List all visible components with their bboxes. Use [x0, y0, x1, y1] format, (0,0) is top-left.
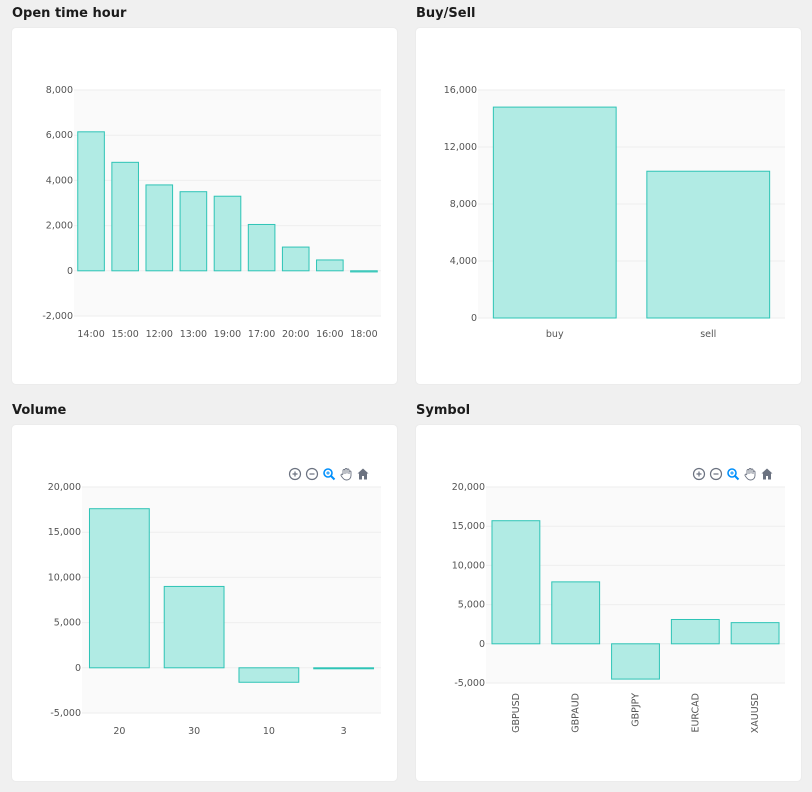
- y-tick-label: 5,000: [458, 600, 485, 611]
- bar-GBPAUD[interactable]: [551, 581, 601, 645]
- y-tick-label: 0: [479, 639, 485, 650]
- y-tick-label: 20,000: [48, 482, 81, 493]
- x-tick-label: 30: [188, 726, 200, 737]
- chart-title-symbol: Symbol: [416, 403, 471, 418]
- bar-EURCAD[interactable]: [670, 618, 720, 645]
- y-tick-label: 16,000: [444, 85, 477, 96]
- x-tick-label: 19:00: [214, 329, 241, 340]
- y-tick-label: 0: [67, 266, 73, 277]
- x-tick-label: EURCAD: [690, 693, 701, 733]
- volume-bar-chart: 20,000 15,000 10,000 5,000 0 -5,000 20 30 10 3: [48, 482, 381, 737]
- selection-zoom-icon[interactable]: [726, 467, 740, 481]
- y-tick-label: 15,000: [452, 521, 485, 532]
- bar-14:00[interactable]: [77, 131, 105, 272]
- x-tick-label: buy: [546, 329, 564, 340]
- chart-title-buy-sell: Buy/Sell: [416, 6, 476, 21]
- symbol-chart-toolbar: [692, 467, 774, 481]
- y-tick-label: 5,000: [54, 618, 81, 629]
- plot-area: 20,000 15,000 10,000 5,000 0 -5,000 20 30 10 3: [48, 482, 381, 737]
- zoom-in-icon[interactable]: [288, 467, 302, 481]
- y-tick-label: -5,000: [50, 708, 81, 719]
- x-tick-label: 15:00: [111, 329, 138, 340]
- bar-18:00[interactable]: [350, 270, 378, 273]
- y-tick-label: 20,000: [452, 482, 485, 493]
- y-tick-label: 0: [75, 663, 81, 674]
- zoom-out-icon[interactable]: [305, 467, 319, 481]
- x-tick-label: GBPJPY: [631, 693, 642, 727]
- volume-chart-toolbar: [288, 467, 370, 481]
- x-tick-label: 16:00: [316, 329, 343, 340]
- open-time-hour-bar-chart: 8,000 6,000 4,000 2,000 0 -2,000 14:00 15:00 12:…: [42, 85, 381, 340]
- y-tick-label: 10,000: [48, 572, 81, 583]
- bar-13:00[interactable]: [179, 191, 208, 272]
- x-tick-label: 13:00: [180, 329, 207, 340]
- plot-area: 20,000 15,000 10,000 5,000 0 -5,000 GBPUSD GBPA…: [452, 482, 785, 733]
- chart-title-open-time-hour: Open time hour: [12, 6, 127, 21]
- zoom-in-icon[interactable]: [692, 467, 706, 481]
- x-tick-label: 18:00: [350, 329, 377, 340]
- y-tick-label: 12,000: [444, 142, 477, 153]
- bar-XAUUSD[interactable]: [730, 622, 780, 645]
- home-reset-icon[interactable]: [356, 467, 370, 481]
- pan-hand-icon[interactable]: [743, 467, 757, 481]
- plot-area: 8,000 6,000 4,000 2,000 0 -2,000 14:00 15:00 12:…: [42, 85, 381, 340]
- bar-15:00[interactable]: [111, 161, 139, 272]
- x-tick-label: GBPUSD: [511, 693, 522, 733]
- y-tick-label: 6,000: [46, 130, 73, 141]
- x-tick-label: sell: [700, 329, 716, 340]
- y-tick-label: -5,000: [454, 678, 485, 689]
- bar-GBPJPY[interactable]: [611, 643, 660, 680]
- y-tick-label: 4,000: [46, 175, 73, 186]
- selection-zoom-icon[interactable]: [322, 467, 336, 481]
- y-tick-label: 15,000: [48, 527, 81, 538]
- bar-buy[interactable]: [492, 106, 617, 319]
- y-tick-label: -2,000: [42, 311, 73, 322]
- bar-20[interactable]: [88, 508, 150, 669]
- chart-title-volume: Volume: [12, 403, 67, 418]
- bar-10[interactable]: [238, 667, 300, 683]
- bar-16:00[interactable]: [316, 259, 344, 272]
- bar-19:00[interactable]: [213, 195, 242, 272]
- chart-card-volume: 20,000 15,000 10,000 5,000 0 -5,000 20 30 10 3: [12, 425, 397, 781]
- home-reset-icon[interactable]: [760, 467, 774, 481]
- x-tick-label: 10: [263, 726, 275, 737]
- chart-card-symbol: 20,000 15,000 10,000 5,000 0 -5,000 GBPUSD GBPA…: [416, 425, 801, 781]
- bar-3[interactable]: [313, 667, 375, 670]
- y-tick-label: 4,000: [450, 256, 477, 267]
- y-tick-label: 2,000: [46, 221, 73, 232]
- x-tick-label: 12:00: [146, 329, 173, 340]
- bar-17:00[interactable]: [247, 223, 276, 272]
- bar-sell[interactable]: [646, 170, 771, 319]
- chart-card-open-time-hour: 8,000 6,000 4,000 2,000 0 -2,000 14:00 15:00 12:…: [12, 28, 397, 384]
- plot-area: 16,000 12,000 8,000 4,000 0 buy sell: [444, 85, 785, 340]
- zoom-out-icon[interactable]: [709, 467, 723, 481]
- bar-GBPUSD[interactable]: [491, 520, 541, 645]
- symbol-bar-chart: 20,000 15,000 10,000 5,000 0 -5,000 GBPUSD GBPA…: [452, 482, 785, 733]
- buy-sell-bar-chart: 16,000 12,000 8,000 4,000 0 buy sell: [444, 85, 785, 340]
- y-tick-label: 10,000: [452, 560, 485, 571]
- y-tick-label: 8,000: [450, 199, 477, 210]
- x-tick-label: XAUUSD: [750, 693, 761, 733]
- y-tick-label: 8,000: [46, 85, 73, 96]
- x-tick-label: 17:00: [248, 329, 275, 340]
- chart-card-buy-sell: 16,000 12,000 8,000 4,000 0 buy sell: [416, 28, 801, 384]
- pan-hand-icon[interactable]: [339, 467, 353, 481]
- x-tick-label: GBPAUD: [571, 693, 582, 733]
- bar-30[interactable]: [163, 585, 225, 669]
- x-tick-label: 14:00: [77, 329, 104, 340]
- x-tick-label: 20: [113, 726, 125, 737]
- y-tick-label: 0: [471, 313, 477, 324]
- bar-20:00[interactable]: [281, 246, 310, 272]
- bar-12:00[interactable]: [145, 184, 174, 272]
- x-tick-label: 20:00: [282, 329, 309, 340]
- x-tick-label: 3: [341, 726, 347, 737]
